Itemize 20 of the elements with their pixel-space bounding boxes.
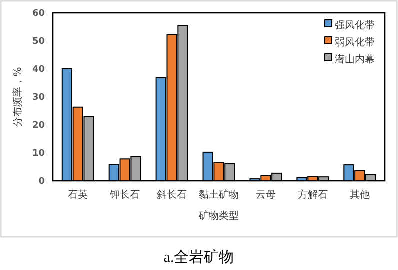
x-tick-label: 斜长石 — [157, 189, 188, 201]
legend-label: 强风化带 — [335, 20, 375, 32]
y-tick-label: 60 — [32, 9, 45, 20]
x-tick-label: 方解石 — [298, 189, 328, 201]
y-tick-label: 10 — [32, 149, 45, 160]
y-tick-label: 40 — [32, 65, 45, 76]
x-tick-label: 黏土矿物 — [199, 189, 239, 201]
y-axis-title: 分布频率，% — [12, 67, 24, 127]
y-tick-label: 0 — [38, 177, 45, 188]
x-tick-label: 其他 — [350, 189, 370, 201]
y-tick-label: 30 — [32, 93, 45, 104]
legend-label: 弱风化带 — [335, 36, 375, 48]
x-tick-label: 石英 — [68, 189, 88, 201]
x-tick-label: 云母 — [256, 190, 276, 201]
legend-label: 潜山内幕 — [335, 54, 375, 66]
y-tick-label: 20 — [32, 121, 45, 132]
text: a.全岩矿物 — [164, 249, 234, 266]
x-tick-label: 钾长石 — [109, 189, 140, 201]
x-axis-title: 矿物类型 — [198, 210, 239, 222]
y-tick-label: 50 — [32, 37, 45, 48]
